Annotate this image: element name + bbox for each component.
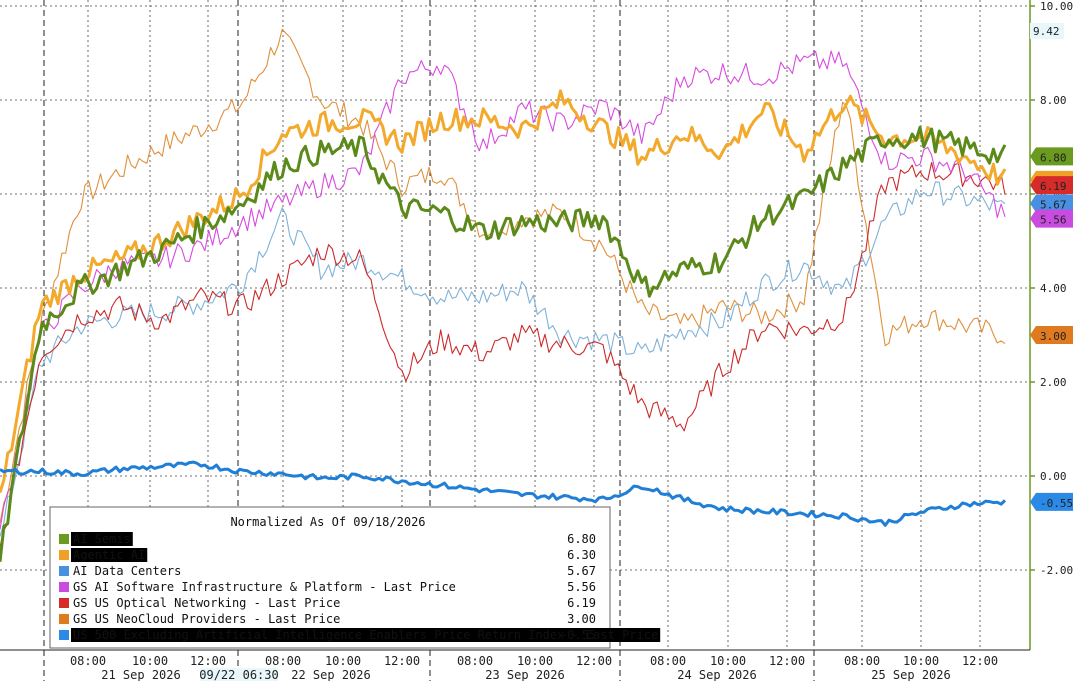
legend-value: 3.00 [567,612,596,626]
legend-swatch [59,566,69,576]
legend-title: Normalized As Of 09/18/2026 [230,515,425,529]
legend-box [49,506,611,649]
legend-value: 6.30 [567,548,596,562]
tag-value: 6.19 [1040,180,1067,193]
x-tick-label: 10:00 [132,654,168,668]
y-tick-label: -2.00 [1040,564,1073,577]
x-axis: 08:00 10:00 12:00 08:00 10:00 12:00 08:00 10:00… [0,649,1030,681]
y-tick-label: 0.00 [1040,470,1067,483]
tag-background [1030,492,1073,511]
crosshair-value-badge [1030,23,1064,39]
legend-value: 5.56 [567,580,596,594]
y-tick-label: 2.00 [1040,376,1067,389]
legend-entry: AI Semis 6.80 [59,532,596,546]
legend-label: AI Semis [73,532,131,546]
x-tick-label: 12:00 [384,654,420,668]
tag-background [1030,176,1073,195]
legend-swatch [59,598,69,608]
legend-entry: Agentic AI 6.30 [59,548,596,562]
x-tick-label: 12:00 [576,654,612,668]
series-line [0,89,1007,493]
legend-swatch [59,630,69,640]
tag-value: 3.00 [1040,330,1067,343]
series-line [0,161,1006,547]
crosshair: 9.42 09/22 06:30 [199,23,1064,681]
tag-value: -0.55 [1040,497,1073,510]
series-line [0,50,1006,530]
tag-background [1030,326,1073,344]
crosshair-time-badge [200,668,278,681]
x-tick-label: 10:00 [903,654,939,668]
x-tick-label: 08:00 [844,654,880,668]
legend-entry: GS US NeoCloud Providers - Last Price 3.0… [59,612,596,626]
legend-label-highlight [71,628,661,642]
crosshair-value: 9.42 [1033,25,1060,38]
series-line [0,460,1007,527]
x-tick-label: 12:00 [769,654,805,668]
y-tick-label: 10.00 [1040,0,1073,13]
y-tick-label: 4.00 [1040,282,1067,295]
crosshair-time-label: 09/22 06:30 [199,668,278,681]
y-tick-label: 8.00 [1040,94,1067,107]
tag-background [1030,194,1073,213]
x-tick-label: 10:00 [517,654,553,668]
x-date-label: 22 Sep 2026 [291,668,370,681]
legend-label-highlight [71,548,148,562]
legend-value: 6.80 [567,532,596,546]
series-line [0,125,1007,562]
x-date-label: 24 Sep 2026 [677,668,756,681]
tag-value: 5.67 [1040,199,1067,212]
legend-label: GS AI Software Infrastructure & Platform… [73,580,456,594]
last-value-tag: 5.56 [1030,209,1073,228]
series-layer [0,28,1007,562]
x-tick-label: 08:00 [70,654,106,668]
y-axis: 10.008.006.004.002.000.00-2.00 [1029,0,1073,650]
legend-entry: AI Data Centers 5.67 [59,564,596,578]
x-date-label: 25 Sep 2026 [871,668,950,681]
legend-label: Agentic AI [73,548,145,562]
last-value-tag: 5.67 [1030,194,1073,213]
x-tick-label: 10:00 [710,654,746,668]
legend-label: GS US NeoCloud Providers - Last Price [73,612,340,626]
legend-swatch [59,534,69,544]
legend-label: US 500 Excluding Artificial Intelligence… [73,628,658,642]
x-tick-label: 08:00 [457,654,493,668]
x-tick-label: 12:00 [962,654,998,668]
tag-value: 6.80 [1040,151,1067,164]
legend-value: -0.55 [560,628,596,642]
x-date-label: 21 Sep 2026 [101,668,180,681]
tag-background [1030,147,1073,166]
legend-swatch [59,614,69,624]
session-dividers [43,0,815,681]
last-value-tag: 6.19 [1030,176,1073,195]
last-value-tag: 6.80 [1030,147,1073,166]
legend-value: 6.19 [567,596,596,610]
last-value-tag: -0.55 [1030,492,1073,511]
last-value-tags: 6.806.305.675.566.193.00-0.55 [1030,147,1073,511]
x-tick-label: 12:00 [190,654,226,668]
legend-entry: US 500 Excluding Artificial Intelligence… [59,628,661,642]
series-line [0,28,1006,524]
legend-value: 5.67 [567,564,596,578]
legend-rows: AI Semis 6.80 Agentic AI 6.30 AI Data Center… [59,532,661,642]
last-value-tag: 3.00 [1030,326,1073,344]
legend-label: AI Data Centers [73,564,181,578]
legend-label-highlight [71,532,133,546]
x-tick-label: 08:00 [650,654,686,668]
legend-label: GS US Optical Networking - Last Price [73,596,340,610]
tag-value: 5.56 [1040,214,1067,227]
legend-swatch [59,582,69,592]
legend-entry: GS AI Software Infrastructure & Platform… [59,580,596,594]
legend-swatch [59,550,69,560]
legend-entry: GS US Optical Networking - Last Price 6.1… [59,596,596,610]
legend: Normalized As Of 09/18/2026 AI Semis 6.80… [49,506,661,649]
x-tick-label: 10:00 [325,654,361,668]
x-tick-label: 08:00 [265,654,301,668]
tag-background [1030,209,1073,228]
x-date-label: 23 Sep 2026 [485,668,564,681]
series-line [0,181,1006,537]
